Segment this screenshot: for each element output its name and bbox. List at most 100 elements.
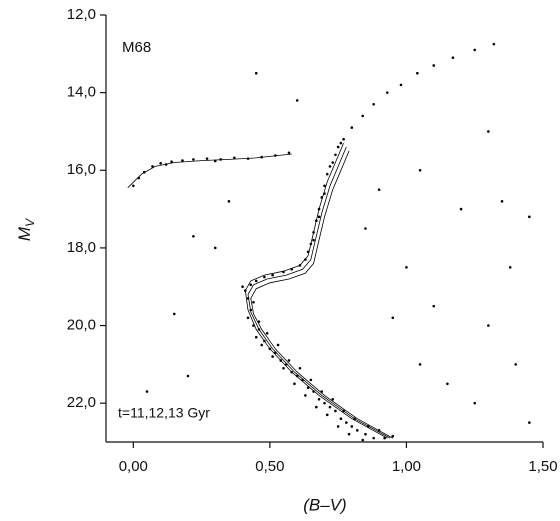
star-point (323, 192, 326, 195)
star-point (145, 390, 149, 393)
y-tick-label: 12,0 (67, 6, 96, 23)
star-point (372, 436, 375, 440)
star-point (386, 91, 389, 94)
star-point (325, 172, 329, 176)
star-point (254, 335, 258, 339)
star-point (339, 417, 343, 421)
y-label-sub: V (23, 218, 37, 227)
star-point (151, 165, 154, 168)
star-point (265, 332, 269, 335)
cluster-label: M68 (122, 39, 151, 56)
star-point (293, 382, 296, 386)
star-point (323, 401, 326, 405)
star-point (364, 227, 367, 230)
star-point (339, 141, 343, 145)
star-point (246, 157, 250, 160)
star-point (391, 316, 395, 320)
star-point (282, 366, 285, 370)
star-point (213, 246, 217, 250)
star-point (347, 432, 351, 436)
star-point (227, 200, 231, 203)
star-point (263, 339, 266, 343)
star-point (416, 71, 419, 75)
star-point (192, 234, 195, 238)
star-point (336, 145, 340, 149)
star-point (366, 425, 370, 428)
star-point (249, 308, 253, 312)
star-point (241, 285, 244, 289)
star-point (405, 266, 408, 269)
star-point (334, 153, 337, 157)
age-label: t=11,12,13 Gyr (118, 405, 210, 421)
star-point (500, 200, 504, 203)
star-point (315, 405, 318, 409)
star-point (246, 297, 250, 300)
star-point (306, 250, 310, 254)
star-point (219, 158, 223, 161)
star-point (260, 155, 263, 159)
star-point (312, 390, 315, 393)
star-point (331, 398, 334, 401)
star-point (290, 267, 294, 271)
star-point (132, 184, 135, 188)
star-point (336, 425, 340, 428)
star-point (320, 196, 324, 199)
isochrone (244, 142, 388, 439)
star-point (383, 436, 386, 440)
star-point (257, 328, 261, 331)
star-point (298, 264, 302, 267)
star-point (304, 258, 307, 261)
star-point (391, 434, 395, 438)
star-point (361, 114, 365, 118)
star-point (334, 409, 337, 413)
star-point (142, 170, 146, 174)
star-point (257, 320, 261, 323)
isochrone (247, 146, 391, 439)
star-point (487, 130, 490, 133)
star-point (492, 42, 496, 46)
star-point (312, 238, 315, 242)
star-point (287, 151, 291, 155)
star-point (137, 176, 141, 180)
star-point (372, 102, 375, 106)
star-point (446, 382, 449, 386)
star-point (342, 409, 345, 413)
star-point (418, 168, 422, 172)
star-point (317, 215, 321, 219)
star-point (164, 163, 168, 166)
y-tick-label: 18,0 (67, 239, 96, 256)
star-point (186, 374, 190, 378)
star-point (304, 394, 307, 397)
star-point (353, 417, 356, 421)
star-point (306, 386, 310, 389)
star-point (355, 429, 359, 432)
star-point (325, 413, 329, 417)
star-point (320, 390, 324, 393)
star-point (508, 266, 512, 269)
star-point (361, 438, 365, 442)
star-point (364, 432, 367, 436)
star-point (271, 273, 274, 277)
star-point (459, 207, 463, 211)
y-axis-label: MV (15, 218, 37, 241)
y-tick-label: 22,0 (67, 394, 96, 411)
star-point (159, 161, 162, 165)
star-point (432, 64, 436, 67)
x-tick-label: 0,00 (119, 458, 148, 475)
star-point (328, 165, 332, 168)
star-point (377, 188, 381, 191)
star-point (282, 270, 285, 274)
y-tick-label: 20,0 (67, 317, 96, 334)
star-point (254, 71, 258, 75)
x-axis-label: (B–V) (303, 495, 346, 514)
star-point (263, 275, 266, 279)
star-point (451, 56, 455, 59)
star-point (271, 355, 274, 358)
star-point (514, 363, 517, 366)
star-point (249, 283, 253, 287)
star-point (487, 324, 490, 327)
star-point (317, 207, 321, 211)
star-point (290, 370, 294, 374)
x-tick-label: 1,00 (392, 458, 421, 475)
